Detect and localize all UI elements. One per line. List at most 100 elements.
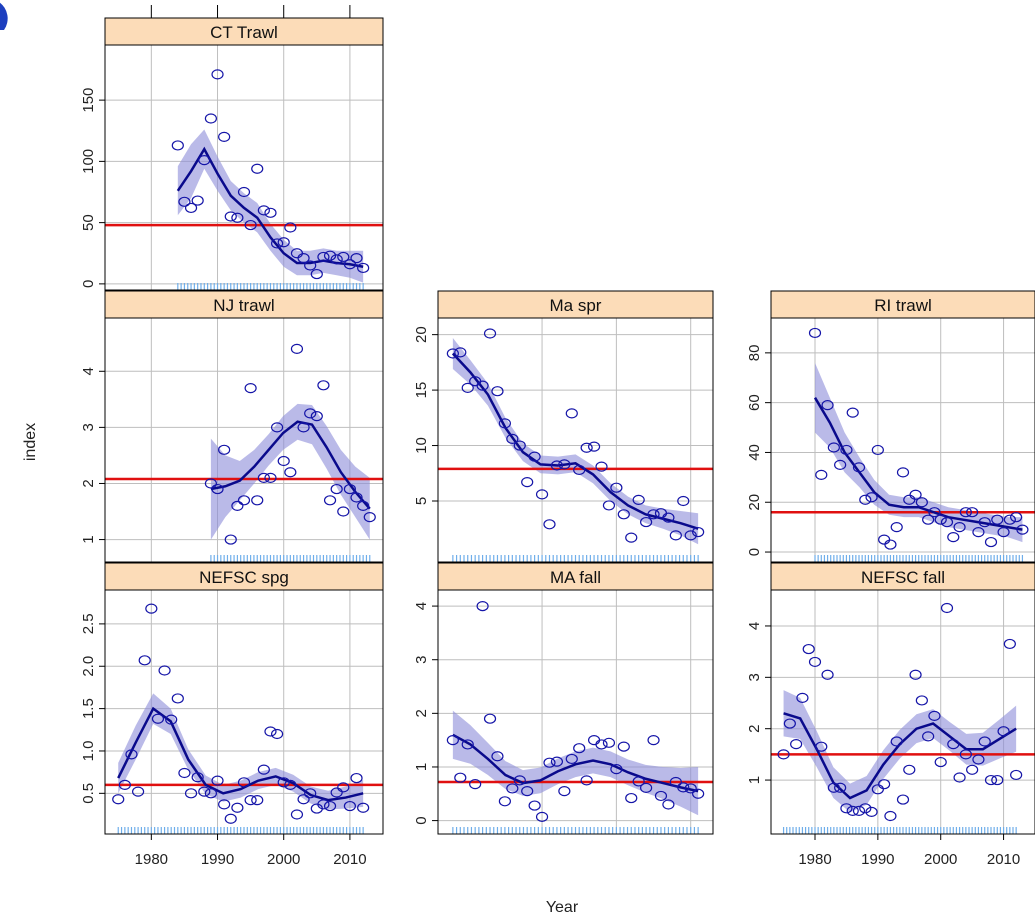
y-tick-label: 5 xyxy=(413,497,430,505)
data-point xyxy=(884,810,897,822)
strip xyxy=(104,17,384,46)
data-point xyxy=(827,782,840,793)
data-point xyxy=(610,482,623,493)
data-point xyxy=(922,731,935,742)
data-point xyxy=(270,422,284,433)
data-point xyxy=(677,495,690,507)
data-point xyxy=(218,799,231,810)
data-point xyxy=(491,751,504,762)
data-point xyxy=(290,809,304,820)
data-point xyxy=(991,514,1004,525)
y-tick-label: 1.0 xyxy=(80,741,97,762)
data-point xyxy=(350,492,363,503)
data-point xyxy=(237,186,251,198)
y-tick-label: 0.5 xyxy=(80,783,97,804)
data-point xyxy=(310,268,323,280)
data-point xyxy=(337,251,350,263)
data-point xyxy=(461,739,474,750)
data-point xyxy=(317,251,330,263)
data-point xyxy=(580,775,593,786)
data-point xyxy=(934,756,947,768)
data-point xyxy=(218,131,231,142)
data-point xyxy=(947,739,960,750)
data-point xyxy=(617,741,630,752)
data-point xyxy=(469,779,482,790)
data-point xyxy=(846,407,859,418)
x-tick-label: 2010 xyxy=(333,851,366,868)
smooth-line xyxy=(813,397,1023,531)
strip-title: NEFSC spg xyxy=(199,568,289,587)
y-tick-label: 3 xyxy=(746,673,763,681)
smooth-line xyxy=(210,420,371,510)
y-tick-label: 100 xyxy=(80,149,97,174)
data-point xyxy=(684,783,697,794)
data-point xyxy=(506,433,519,444)
data-point xyxy=(310,411,323,422)
data-point xyxy=(595,461,608,472)
data-point xyxy=(257,472,270,483)
y-tick-label: 15 xyxy=(413,382,430,399)
data-point xyxy=(528,451,541,462)
data-point xyxy=(476,380,489,391)
strip-title: RI trawl xyxy=(874,296,932,315)
data-point xyxy=(231,802,244,813)
data-point xyxy=(277,455,290,467)
data-point xyxy=(984,536,998,548)
panel-nefsc-spg: NEFSC spg 0.5 1.0 1.5 2.0 2.5 1980 1990 2000 2010 xyxy=(80,562,384,868)
data-point xyxy=(270,728,284,740)
data-point xyxy=(323,250,337,261)
data-point xyxy=(669,530,682,541)
data-point xyxy=(323,800,337,812)
panel-content xyxy=(771,590,1035,834)
data-point xyxy=(224,813,237,824)
strip xyxy=(770,562,1035,591)
y-tick-label: 2 xyxy=(80,479,97,487)
data-point xyxy=(580,442,593,453)
data-point xyxy=(647,509,660,520)
data-point xyxy=(330,787,343,798)
data-point xyxy=(846,805,859,816)
data-point xyxy=(264,207,277,218)
strip-title: NJ trawl xyxy=(213,296,274,315)
data-point xyxy=(617,509,630,520)
data-point xyxy=(224,211,237,222)
data-point xyxy=(178,767,191,779)
data-point xyxy=(191,195,204,206)
y-tick-label: 0 xyxy=(413,816,430,824)
y-tick-label: 80 xyxy=(746,345,763,362)
panel-frame xyxy=(770,317,1035,563)
data-point xyxy=(1003,514,1016,525)
data-point xyxy=(997,726,1010,737)
data-point xyxy=(244,795,257,806)
data-point xyxy=(959,749,972,760)
data-point xyxy=(343,259,357,270)
confidence-band xyxy=(452,337,699,545)
panel-frame xyxy=(104,317,384,563)
data-point xyxy=(337,782,350,793)
data-point xyxy=(595,739,608,750)
y-tick-label: 2.5 xyxy=(80,613,97,634)
data-point xyxy=(871,784,884,795)
y-tick-label: 60 xyxy=(746,394,763,411)
data-point xyxy=(198,786,211,797)
y-tick-label: 50 xyxy=(80,214,97,231)
panel-ct-trawl: CT Trawl 0 50 100 150 xyxy=(80,5,384,291)
data-point xyxy=(297,794,310,805)
data-point xyxy=(692,788,705,799)
strip xyxy=(104,290,384,319)
data-point xyxy=(959,507,972,518)
data-point xyxy=(277,237,290,248)
x-tick-label: 1980 xyxy=(135,851,168,868)
data-point xyxy=(640,516,653,528)
data-point xyxy=(323,495,337,506)
data-point xyxy=(251,163,264,174)
y-tick-label: 20 xyxy=(746,494,763,511)
data-point xyxy=(304,788,317,799)
data-point xyxy=(821,669,834,680)
data-point xyxy=(290,343,304,354)
data-point xyxy=(317,380,330,391)
data-point xyxy=(476,600,489,612)
data-point xyxy=(692,526,705,538)
data-point xyxy=(506,783,519,794)
data-point xyxy=(257,764,270,775)
